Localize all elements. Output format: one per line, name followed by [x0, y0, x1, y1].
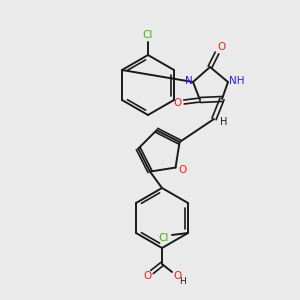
Text: O: O [173, 98, 181, 108]
Text: H: H [180, 277, 186, 286]
Text: O: O [143, 271, 151, 281]
Text: O: O [217, 42, 225, 52]
Text: O: O [174, 271, 182, 281]
Text: Cl: Cl [143, 30, 153, 40]
Text: N: N [185, 76, 193, 86]
Text: H: H [220, 117, 228, 127]
Text: O: O [178, 165, 187, 175]
Text: NH: NH [229, 76, 245, 86]
Text: Cl: Cl [159, 233, 169, 243]
